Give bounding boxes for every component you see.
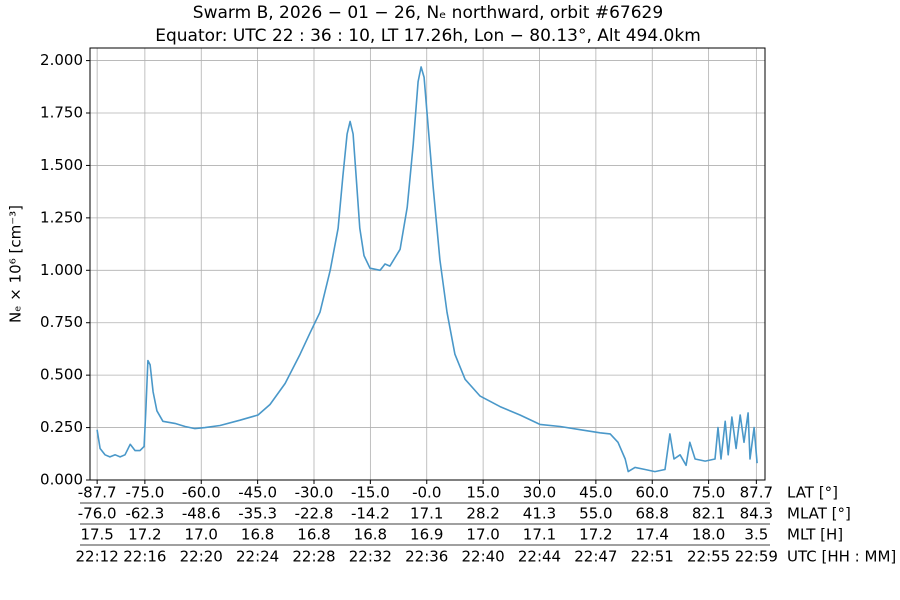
x-tick-label: -30.0 (295, 484, 334, 502)
x-axis-label: LAT [°] (787, 484, 838, 502)
x-tick-label: 60.0 (636, 484, 669, 502)
x-tick-row-label: 55.0 (579, 505, 612, 523)
x-tick-row-label: 17.1 (523, 526, 556, 544)
x-tick-label: -87.7 (78, 484, 117, 502)
x-tick-label: 87.7 (740, 484, 773, 502)
x-tick-row-label: 17.0 (185, 526, 218, 544)
x-tick-label: -75.0 (125, 484, 164, 502)
x-tick-row-label: 17.5 (80, 526, 113, 544)
x-tick-row-label: 22:36 (405, 548, 448, 566)
x-tick-label: 75.0 (692, 484, 725, 502)
y-tick-label: 2.000 (40, 51, 83, 69)
x-tick-row-label: -48.6 (182, 505, 221, 523)
y-tick-label: 1.750 (40, 104, 83, 122)
x-tick-row-label: 22:32 (349, 548, 392, 566)
x-tick-label: 30.0 (523, 484, 556, 502)
x-tick-row-label: -22.8 (295, 505, 334, 523)
x-row-name: MLT [H] (787, 526, 843, 544)
x-tick-row-label: 22:40 (462, 548, 505, 566)
x-tick-label: -60.0 (182, 484, 221, 502)
x-tick-label: -15.0 (351, 484, 390, 502)
x-tick-row-label: 16.8 (241, 526, 274, 544)
x-tick-row-label: 22:51 (631, 548, 674, 566)
x-tick-row-label: 22:47 (574, 548, 617, 566)
y-tick-label: 0.750 (40, 313, 83, 331)
x-tick-row-label: 22:16 (123, 548, 166, 566)
x-tick-row-label: 17.2 (579, 526, 612, 544)
x-row-name: UTC [HH : MM] (787, 548, 896, 566)
chart-subtitle: Equator: UTC 22 : 36 : 10, LT 17.26h, Lo… (155, 26, 701, 46)
y-tick-label: 1.500 (40, 156, 83, 174)
chart-title: Swarm B, 2026 − 01 − 26, Nₑ northward, o… (193, 3, 663, 23)
y-tick-label: 0.500 (40, 366, 83, 384)
y-axis-label: Nₑ × 10⁶ [cm⁻³] (7, 205, 25, 323)
y-tick-label: 0.250 (40, 418, 83, 436)
data-line (96, 66, 758, 473)
x-tick-row-label: 16.9 (410, 526, 443, 544)
x-tick-row-label: 84.3 (740, 505, 773, 523)
x-tick-row-label: -62.3 (125, 505, 164, 523)
x-tick-row-label: 16.8 (297, 526, 330, 544)
x-tick-row-label: 68.8 (636, 505, 669, 523)
x-row-name: MLAT [°] (787, 505, 851, 523)
x-tick-row-label: 28.2 (466, 505, 499, 523)
x-tick-row-label: 16.8 (354, 526, 387, 544)
x-tick-row-label: 22:28 (292, 548, 335, 566)
y-tick-label: 1.250 (40, 208, 83, 226)
x-tick-row-label: 17.1 (410, 505, 443, 523)
x-tick-row-label: 22:44 (518, 548, 561, 566)
x-tick-row-label: 22:24 (236, 548, 279, 566)
x-tick-row-label: -14.2 (351, 505, 390, 523)
x-tick-row-label: 41.3 (523, 505, 556, 523)
x-tick-label: -0.0 (412, 484, 441, 502)
x-tick-row-label: -35.3 (238, 505, 277, 523)
x-tick-row-label: 22:59 (735, 548, 778, 566)
plot-frame (89, 47, 766, 481)
x-tick-row-label: 22:12 (76, 548, 119, 566)
x-tick-row-label: 82.1 (692, 505, 725, 523)
x-tick-row-label: 17.4 (636, 526, 669, 544)
x-tick-row-label: 22:20 (180, 548, 223, 566)
x-tick-row-label: -76.0 (78, 505, 117, 523)
x-tick-row-label: 18.0 (692, 526, 725, 544)
x-tick-row-label: 22:55 (687, 548, 730, 566)
x-tick-row-label: 17.0 (466, 526, 499, 544)
x-tick-row-label: 17.2 (128, 526, 161, 544)
x-tick-label: 15.0 (466, 484, 499, 502)
x-tick-label: -45.0 (238, 484, 277, 502)
x-tick-row-label: 3.5 (744, 526, 768, 544)
y-tick-label: 0.000 (40, 471, 83, 489)
x-tick-label: 45.0 (579, 484, 612, 502)
y-tick-label: 1.000 (40, 261, 83, 279)
